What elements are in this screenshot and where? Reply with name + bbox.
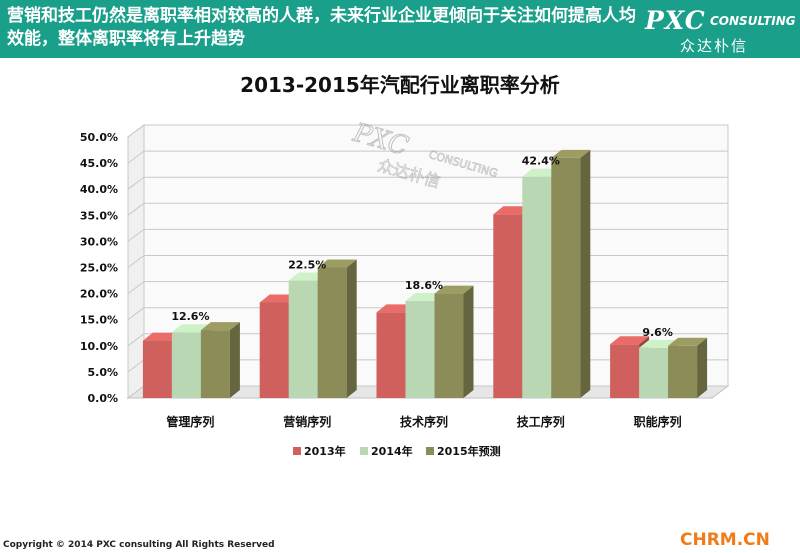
bar (171, 332, 201, 398)
data-label: 18.6% (405, 279, 443, 292)
y-tick-label: 0.0% (87, 392, 118, 405)
data-label: 22.5% (288, 259, 326, 272)
x-category-label: 管理序列 (166, 414, 214, 429)
bar-top (668, 337, 708, 346)
bar (551, 157, 581, 398)
bar-side (229, 322, 240, 398)
legend-label: 2015年预测 (437, 444, 501, 458)
bar-top (610, 336, 650, 345)
y-tick-label: 40.0% (80, 183, 118, 196)
legend-swatch (426, 447, 434, 455)
bar-chart: 2013-2015年汽配行业离职率分析 0.0% 5.0% 10.0% 15.0% 20… (80, 73, 730, 458)
y-tick-label: 10.0% (80, 340, 118, 353)
pxc-logo: PXC CONSULTING 众达朴信 (640, 6, 800, 56)
bar (376, 312, 406, 398)
chart-title: 2013-2015年汽配行业离职率分析 (240, 73, 560, 97)
legend-label: 2014年 (371, 444, 413, 458)
data-label: 12.6% (171, 310, 209, 323)
y-tick-label: 35.0% (80, 209, 118, 222)
bar-side (463, 285, 474, 398)
chart-axes: 0.0% 5.0% 10.0% 15.0% 20.0% 25.0% 30.0% 35.0% 40… (80, 131, 118, 405)
bar-top (317, 259, 357, 268)
bar (522, 176, 552, 398)
bar-top (434, 285, 474, 294)
y-tick-label: 50.0% (80, 131, 118, 144)
legend-label: 2013年 (304, 444, 346, 458)
x-category-label: 营销序列 (283, 414, 331, 429)
gridline (127, 150, 728, 164)
y-tick-label: 25.0% (80, 262, 118, 275)
bar (317, 267, 347, 398)
legend-swatch (360, 447, 368, 455)
bar (668, 345, 698, 398)
bar-top (200, 322, 240, 331)
bar (493, 214, 523, 398)
logo-main-text: PXC (645, 6, 706, 35)
bar (639, 347, 669, 398)
chart-labels: 12.6% 管理序列 22.5% 营销序列 18.6% 技术序列 42.4% 技工序列 9.6%… (166, 155, 681, 429)
bar (200, 330, 230, 398)
logo-cn-text: 众达朴信 (680, 37, 749, 55)
footer-brand: CHRM.CN (680, 530, 770, 550)
bar-side (346, 259, 357, 398)
bar (142, 340, 172, 398)
x-category-label: 技工序列 (517, 414, 565, 429)
bar (610, 344, 640, 398)
gridline (127, 124, 728, 138)
logo-sub-text: CONSULTING (710, 14, 796, 28)
y-tick-label: 45.0% (80, 157, 118, 170)
bar (259, 302, 289, 398)
footer-copyright: Copyright © 2014 PXC consulting All Righ… (3, 540, 275, 550)
bar-side (580, 149, 591, 398)
x-category-label: 职能序列 (634, 414, 682, 429)
bar (405, 300, 435, 398)
bar-side (697, 337, 708, 398)
bar (434, 293, 464, 398)
bar (288, 280, 318, 398)
bar-top (551, 149, 591, 158)
header-banner: 营销和技工仍然是离职率相对较高的人群，未来行业企业更倾向于关注如何提高人均效能，… (0, 0, 800, 58)
y-tick-label: 5.0% (87, 366, 118, 379)
x-category-label: 技术序列 (400, 414, 448, 429)
y-tick-label: 30.0% (80, 235, 118, 248)
legend-swatch (293, 447, 301, 455)
y-tick-label: 20.0% (80, 288, 118, 301)
chart-legend: 2013年 2014年 2015年预测 (293, 444, 501, 458)
data-label: 42.4% (522, 155, 560, 168)
y-tick-label: 15.0% (80, 314, 118, 327)
data-label: 9.6% (642, 326, 673, 339)
chart-bars (142, 149, 708, 398)
header-headline: 营销和技工仍然是离职率相对较高的人群，未来行业企业更倾向于关注如何提高人均效能，… (7, 6, 636, 49)
